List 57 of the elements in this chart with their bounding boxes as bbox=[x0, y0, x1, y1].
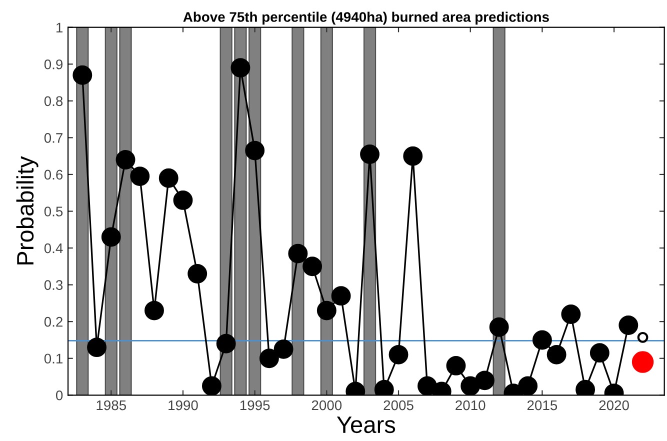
point bbox=[489, 317, 509, 337]
x-tick-label: 1995 bbox=[240, 400, 270, 410]
y-tick-label: 0.5 bbox=[44, 206, 63, 216]
y-tick-label: 0.3 bbox=[44, 280, 63, 290]
point bbox=[532, 330, 552, 350]
point bbox=[144, 300, 164, 320]
x-tick-label: 2015 bbox=[527, 400, 558, 410]
point bbox=[202, 376, 222, 396]
point bbox=[446, 356, 466, 376]
point bbox=[403, 146, 423, 166]
point bbox=[130, 166, 150, 186]
y-tick-label: 0.9 bbox=[44, 59, 63, 70]
point bbox=[116, 150, 136, 170]
x-tick-label: 2000 bbox=[312, 400, 342, 410]
x-tick-label: 2010 bbox=[456, 400, 486, 410]
x-tick-label: 1985 bbox=[96, 400, 126, 410]
point bbox=[637, 332, 648, 343]
point bbox=[173, 190, 193, 210]
point bbox=[216, 334, 236, 354]
point bbox=[360, 144, 380, 164]
y-tick-label: 0.7 bbox=[44, 133, 62, 143]
y-tick-label: 0.1 bbox=[44, 354, 62, 364]
point bbox=[259, 348, 279, 368]
y-axis-title: Probability bbox=[16, 156, 38, 264]
point bbox=[158, 168, 178, 188]
point bbox=[101, 227, 121, 247]
point bbox=[475, 370, 494, 390]
chart-title: Above 75th percentile (4940ha) burned area predictions bbox=[183, 12, 549, 25]
point bbox=[72, 65, 92, 85]
point bbox=[418, 376, 437, 396]
point bbox=[274, 339, 294, 359]
y-tick-label: 0.6 bbox=[44, 170, 63, 180]
y-tick-label: 0 bbox=[56, 390, 63, 400]
point bbox=[87, 338, 106, 358]
x-tick-label: 2005 bbox=[384, 400, 414, 410]
point bbox=[518, 376, 538, 396]
point bbox=[331, 286, 351, 306]
y-tick-label: 1 bbox=[56, 22, 62, 32]
point bbox=[618, 316, 638, 335]
point bbox=[460, 376, 480, 396]
x-axis-title: Years bbox=[336, 416, 396, 434]
y-tick-label: 0.2 bbox=[44, 316, 62, 327]
point bbox=[302, 256, 322, 276]
x-tick-label: 2020 bbox=[599, 400, 629, 410]
y-tick-label: 0.8 bbox=[44, 96, 63, 106]
point bbox=[316, 300, 336, 320]
point bbox=[230, 58, 250, 78]
point bbox=[245, 140, 265, 160]
point bbox=[188, 264, 208, 284]
point bbox=[590, 343, 610, 363]
point bbox=[388, 344, 408, 364]
x-tick-label: 1990 bbox=[168, 400, 198, 410]
point bbox=[546, 344, 566, 364]
point bbox=[288, 244, 308, 264]
point bbox=[561, 304, 581, 324]
y-tick-label: 0.4 bbox=[44, 243, 63, 254]
point bbox=[632, 351, 654, 373]
